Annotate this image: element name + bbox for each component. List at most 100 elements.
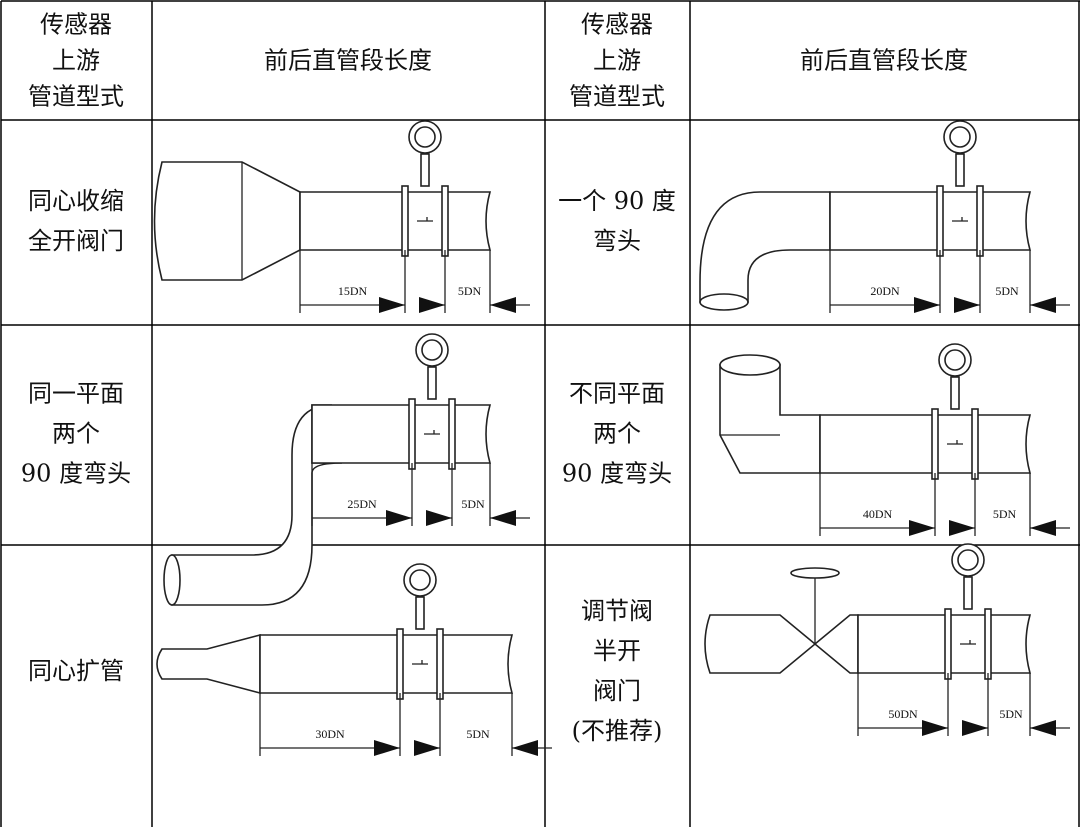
arrow-head [379, 297, 405, 313]
cell-text: 半开 [593, 637, 641, 665]
cell-text: 90 度弯头 [562, 460, 672, 488]
cell-text: 管道型式 [28, 83, 124, 111]
flange [936, 185, 944, 257]
flange [971, 408, 979, 480]
pipe-diagram: 50DN 5DN [704, 543, 1070, 736]
arrow-head [414, 740, 440, 756]
pipe-diagram: 25DN 5DN [163, 333, 530, 606]
pipe-diagram: 15DN 5DN [153, 120, 530, 313]
flow-mark [424, 430, 440, 435]
pipe [704, 614, 859, 674]
dim-label: 5DN [993, 507, 1017, 521]
arrow-head [914, 297, 940, 313]
meter-stem [955, 153, 965, 187]
flange [976, 185, 984, 257]
meter-dial [957, 549, 979, 571]
meter-dial [414, 126, 436, 148]
flange [441, 185, 449, 257]
meter-stem [950, 376, 960, 410]
arrow-head [954, 297, 980, 313]
meter-stem [963, 576, 973, 610]
arrow-head [374, 740, 400, 756]
arrow-head [490, 510, 516, 526]
pipe [259, 634, 514, 694]
arrow-head [1030, 720, 1056, 736]
meter-stem [427, 366, 437, 400]
flow-mark [960, 640, 976, 645]
dim-label: 30DN [315, 727, 345, 741]
arrow-head [1030, 520, 1056, 536]
arrow-head [1030, 297, 1056, 313]
cell-text: 前后直管段长度 [264, 47, 432, 75]
pipe-diagram: 40DN 5DN [719, 343, 1070, 536]
flange [448, 398, 456, 470]
pipe [311, 404, 492, 464]
meter-stem [420, 153, 430, 187]
meter-dial [949, 126, 971, 148]
cell-text: 两个 [593, 420, 641, 448]
pipe-diagram: 20DN 5DN [699, 120, 1070, 313]
cell-text: 弯头 [593, 227, 641, 255]
dim-label: 40DN [863, 507, 893, 521]
cell-text: (不推荐) [572, 717, 663, 745]
pipe [819, 414, 1032, 474]
valve-wheel [790, 567, 840, 579]
flow-mark [417, 217, 433, 222]
arrow-head [419, 297, 445, 313]
pipe [719, 364, 821, 474]
flow-mark [947, 440, 963, 445]
cell-text: 调节阀 [581, 597, 653, 625]
pipe [699, 191, 831, 303]
pipe-end [699, 293, 749, 311]
dim-label: 25DN [347, 497, 377, 511]
flange [931, 408, 939, 480]
pipe [829, 191, 1032, 251]
dim-label: 50DN [888, 707, 918, 721]
arrow-head [490, 297, 516, 313]
cell-text: 传感器 [40, 11, 112, 39]
cell-text: 上游 [593, 47, 641, 75]
pipe [156, 633, 261, 695]
arrow-head [949, 520, 975, 536]
cell-text: 不同平面 [569, 380, 665, 408]
pipe-diagram: 30DN 5DN [156, 563, 552, 756]
dim-label: 20DN [870, 284, 900, 298]
pipe [299, 191, 492, 251]
dim-label: 5DN [466, 727, 490, 741]
arrow-head [909, 520, 935, 536]
dim-label: 5DN [461, 497, 485, 511]
pipe [153, 161, 301, 281]
cell-text: 阀门 [593, 677, 641, 705]
cell-text: 90 度弯头 [21, 460, 131, 488]
flange [401, 185, 409, 257]
cell-text: 同一平面 [28, 380, 124, 408]
dim-label: 15DN [338, 284, 368, 298]
pipe [857, 614, 1032, 674]
meter-dial [944, 349, 966, 371]
pipe-end [719, 354, 781, 376]
meter-dial [421, 339, 443, 361]
cell-text: 管道型式 [569, 83, 665, 111]
dim-label: 5DN [458, 284, 482, 298]
flange [984, 608, 992, 680]
dim-label: 5DN [999, 707, 1023, 721]
cell-text: 两个 [52, 420, 100, 448]
flange [396, 628, 404, 700]
flange [944, 608, 952, 680]
cell-text: 同心扩管 [28, 657, 124, 685]
dim-label: 5DN [995, 284, 1019, 298]
flange [436, 628, 444, 700]
cell-text: 全开阀门 [28, 227, 124, 255]
cell-text: 上游 [52, 47, 100, 75]
flow-mark [952, 217, 968, 222]
arrow-head [386, 510, 412, 526]
cell-text: 前后直管段长度 [800, 47, 968, 75]
flange [408, 398, 416, 470]
cell-text: 一个 90 度 [558, 187, 676, 215]
cell-text: 传感器 [581, 11, 653, 39]
cell-text: 同心收缩 [28, 187, 124, 215]
pipe-end [163, 554, 181, 606]
flow-mark [412, 660, 428, 665]
